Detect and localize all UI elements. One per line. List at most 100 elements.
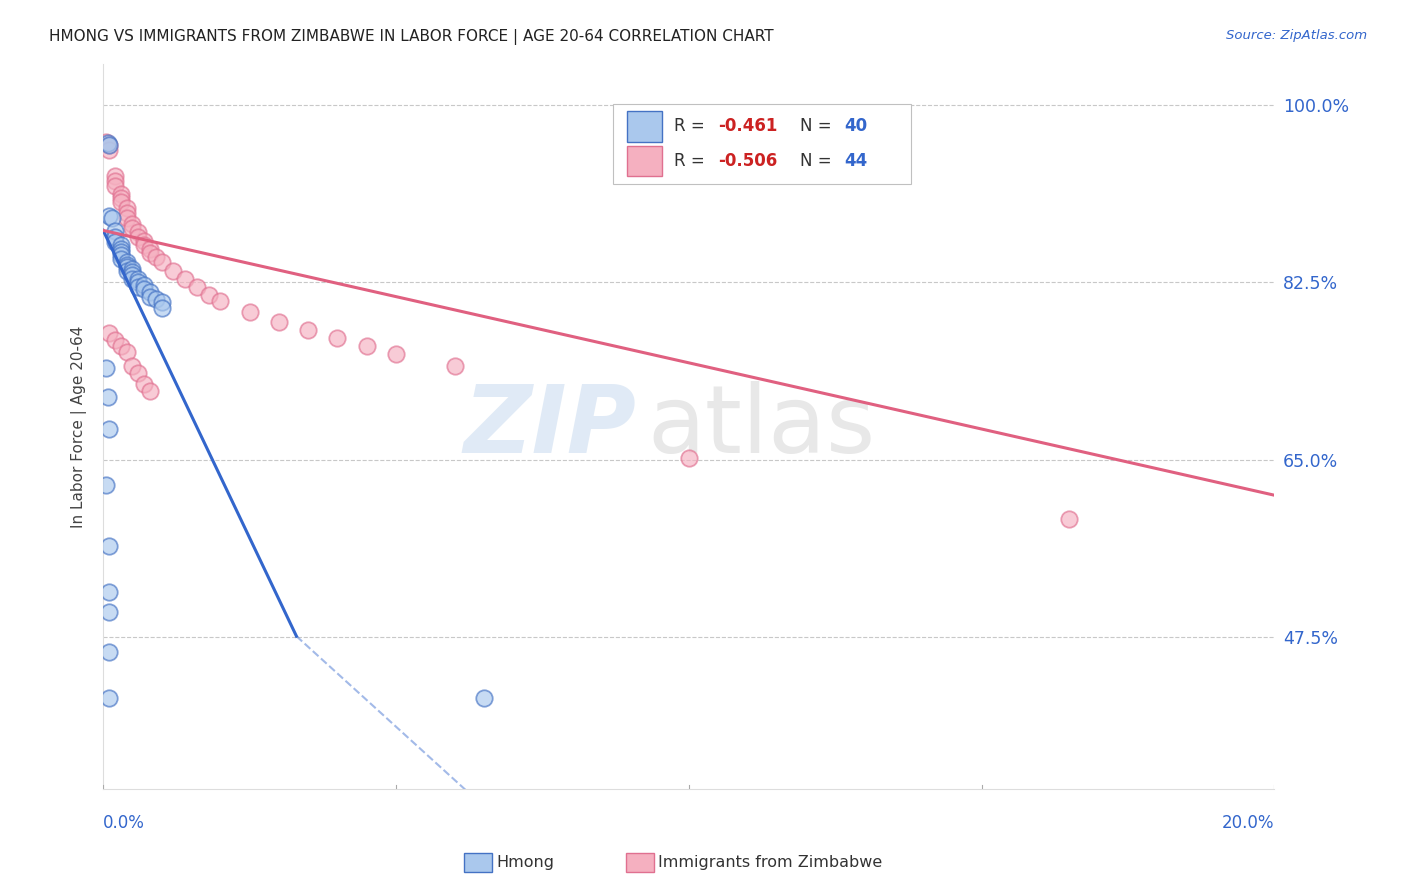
Point: [443, 359, 465, 374]
Point: [127, 229, 149, 244]
Point: [162, 264, 184, 278]
Text: Source: ZipAtlas.com: Source: ZipAtlas.com: [1226, 29, 1367, 42]
Text: atlas: atlas: [648, 381, 876, 473]
Point: [110, 237, 132, 252]
FancyBboxPatch shape: [613, 104, 911, 184]
Text: 0.0%: 0.0%: [103, 814, 145, 832]
Point: [94, 478, 117, 492]
Point: [356, 339, 378, 353]
Point: [127, 226, 149, 240]
Point: [134, 234, 156, 248]
Point: [110, 186, 132, 201]
Point: [115, 345, 138, 359]
Point: [104, 235, 127, 249]
Point: [104, 224, 127, 238]
Point: [139, 285, 162, 300]
Point: [472, 691, 495, 706]
Point: [134, 376, 156, 391]
Point: [127, 280, 149, 294]
Point: [104, 174, 127, 188]
Point: [97, 390, 120, 404]
Bar: [627, 112, 662, 142]
Point: [104, 333, 127, 347]
Point: [134, 282, 156, 296]
Point: [197, 288, 219, 302]
Point: [115, 258, 138, 272]
Point: [94, 135, 117, 149]
Point: [326, 331, 349, 345]
Point: [98, 138, 121, 153]
Text: -0.506: -0.506: [718, 152, 778, 169]
Text: R =: R =: [673, 117, 710, 135]
Point: [98, 605, 121, 619]
Point: [1059, 511, 1081, 525]
Point: [98, 645, 121, 659]
Point: [98, 326, 121, 340]
Point: [115, 264, 138, 278]
Point: [678, 450, 700, 465]
Point: [110, 244, 132, 259]
Point: [174, 272, 197, 286]
Point: [121, 359, 143, 374]
Point: [121, 218, 143, 232]
Point: [110, 191, 132, 205]
Point: [150, 301, 173, 315]
Point: [115, 260, 138, 274]
Point: [110, 242, 132, 256]
Point: [127, 275, 149, 289]
Point: [385, 347, 408, 361]
Point: [150, 295, 173, 310]
Text: 40: 40: [845, 117, 868, 135]
Text: 44: 44: [845, 152, 868, 169]
Y-axis label: In Labor Force | Age 20-64: In Labor Force | Age 20-64: [72, 326, 87, 528]
Text: -0.461: -0.461: [718, 117, 778, 135]
Point: [267, 315, 290, 329]
Point: [104, 178, 127, 193]
Point: [115, 255, 138, 269]
Point: [139, 242, 162, 256]
Text: 20.0%: 20.0%: [1222, 814, 1274, 832]
Point: [98, 209, 121, 223]
Point: [98, 691, 121, 706]
Point: [121, 265, 143, 279]
Point: [94, 361, 117, 376]
Text: Immigrants from Zimbabwe: Immigrants from Zimbabwe: [658, 855, 882, 870]
Point: [98, 138, 121, 153]
Text: R =: R =: [673, 152, 710, 169]
Point: [110, 339, 132, 353]
Point: [101, 211, 124, 226]
Point: [104, 169, 127, 183]
Text: N =: N =: [800, 117, 837, 135]
Point: [121, 272, 143, 286]
Point: [97, 136, 120, 151]
Text: HMONG VS IMMIGRANTS FROM ZIMBABWE IN LABOR FORCE | AGE 20-64 CORRELATION CHART: HMONG VS IMMIGRANTS FROM ZIMBABWE IN LAB…: [49, 29, 773, 45]
Point: [121, 262, 143, 277]
Point: [186, 280, 208, 294]
Point: [104, 229, 127, 244]
Point: [110, 194, 132, 209]
Point: [115, 211, 138, 226]
Point: [127, 272, 149, 286]
Point: [209, 294, 232, 309]
Point: [145, 293, 167, 307]
Point: [98, 539, 121, 553]
Text: N =: N =: [800, 152, 837, 169]
Point: [115, 201, 138, 215]
Point: [110, 252, 132, 266]
Point: [98, 422, 121, 436]
Point: [139, 245, 162, 260]
Point: [297, 323, 319, 337]
Point: [134, 278, 156, 293]
Point: [121, 221, 143, 235]
Point: [115, 206, 138, 220]
Point: [134, 237, 156, 252]
Point: [239, 304, 262, 318]
Point: [145, 250, 167, 264]
Text: Hmong: Hmong: [496, 855, 554, 870]
Point: [139, 290, 162, 304]
Point: [98, 143, 121, 157]
Point: [139, 384, 162, 398]
Point: [150, 255, 173, 269]
Point: [110, 248, 132, 262]
Bar: [627, 146, 662, 177]
